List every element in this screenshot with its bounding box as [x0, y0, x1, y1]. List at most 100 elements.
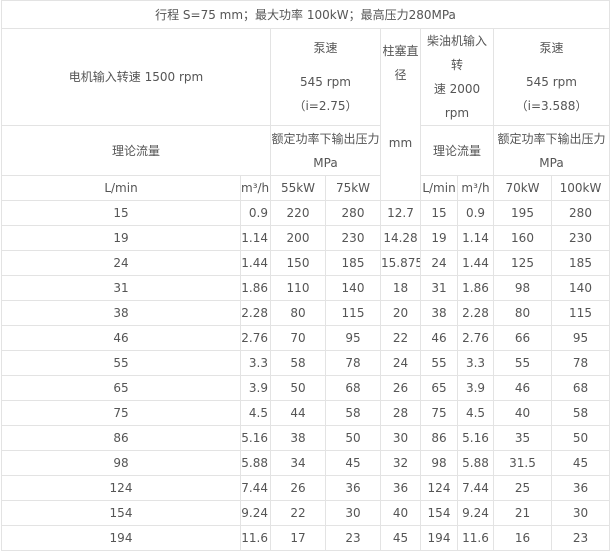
pump-speed-1-label: 泵速	[313, 41, 338, 55]
table-cell: 3.3	[240, 350, 271, 376]
table-cell: 35	[493, 425, 552, 451]
table-cell: 1.14	[457, 225, 494, 251]
table-cell: 58	[550, 400, 610, 426]
table-cell: 4.5	[457, 400, 494, 426]
table-cell: 154	[1, 500, 241, 526]
table-cell: 5.16	[240, 425, 271, 451]
table-cell: 26	[270, 475, 326, 501]
table-row: 38 2.28 80 115 20 38 2.28 80 115	[1, 300, 610, 326]
table-cell: 185	[325, 250, 381, 276]
table-cell: 125	[493, 250, 552, 276]
table-cell: 26	[380, 375, 421, 401]
plunger-diameter-label: 柱塞直径	[382, 44, 419, 82]
table-cell: 7.44	[240, 475, 271, 501]
table-row: 31 1.86 110 140 18 31 1.86 98 140	[1, 275, 610, 301]
table-cell: 44	[270, 400, 326, 426]
col-header: 75kW	[325, 175, 381, 201]
motor-input-speed: 电机输入转速 1500 rpm	[1, 28, 271, 126]
table-cell: 75	[1, 400, 241, 426]
rated-pressure-2-label: 额定功率下输出压力	[497, 131, 606, 146]
table-cell: 78	[550, 350, 610, 376]
pump-speed-2-value: 545 rpm（i=3.588）	[515, 75, 588, 113]
table-cell: 7.44	[457, 475, 494, 501]
rated-pressure-2: 额定功率下输出压力 MPa	[492, 125, 610, 176]
table-cell: 38	[270, 425, 326, 451]
table-cell: 23	[325, 525, 381, 551]
table-row: 19 1.14 200 230 14.28 19 1.14 160 230	[1, 225, 610, 251]
table-cell: 2.76	[457, 325, 494, 351]
table-cell: 46	[493, 375, 552, 401]
table-cell: 220	[270, 200, 326, 226]
table-cell: 230	[550, 225, 610, 251]
table-cell: 9.24	[457, 500, 494, 526]
table-cell: 194	[420, 525, 458, 551]
rated-pressure-2-unit: MPa	[539, 155, 564, 170]
table-cell: 80	[493, 300, 552, 326]
table-cell: 18	[380, 275, 421, 301]
table-cell: 15	[420, 200, 458, 226]
table-cell: 58	[325, 400, 381, 426]
table-cell: 1.44	[457, 250, 494, 276]
table-cell: 45	[550, 450, 610, 476]
table-row: 86 5.16 38 50 30 86 5.16 35 50	[1, 425, 610, 451]
table-cell: 98	[420, 450, 458, 476]
table-cell: 30	[380, 425, 421, 451]
table-cell: 110	[270, 275, 326, 301]
col-header: 55kW	[270, 175, 326, 201]
table-cell: 38	[420, 300, 458, 326]
table-cell: 28	[380, 400, 421, 426]
table-cell: 12.7	[380, 200, 421, 226]
table-cell: 5.16	[457, 425, 494, 451]
table-cell: 34	[270, 450, 326, 476]
column-header-row: L/min m³/h 55kW 75kW L/min m³/h 70kW 100…	[1, 175, 610, 201]
table-cell: 24	[380, 350, 421, 376]
table-cell: 46	[420, 325, 458, 351]
table-cell: 19	[420, 225, 458, 251]
col-header: m³/h	[240, 175, 271, 201]
table-cell: 11.6	[240, 525, 271, 551]
table-cell: 17	[270, 525, 326, 551]
table-cell: 15.875	[380, 250, 421, 276]
table-cell: 19	[1, 225, 241, 251]
table-cell: 24	[420, 250, 458, 276]
table-cell: 1.86	[240, 275, 271, 301]
table-cell: 3.9	[240, 375, 271, 401]
table-cell: 3.3	[457, 350, 494, 376]
table-cell: 55	[1, 350, 241, 376]
table-row: 24 1.44 150 185 15.875 24 1.44 125 185	[1, 250, 610, 276]
table-cell: 31.5	[493, 450, 552, 476]
plunger-diameter-header: 柱塞直径 mm	[380, 28, 421, 201]
table-cell: 31	[420, 275, 458, 301]
table-cell: 1.44	[240, 250, 271, 276]
table-cell: 150	[270, 250, 326, 276]
col-header: m³/h	[457, 175, 494, 201]
table-cell: 50	[550, 425, 610, 451]
table-cell: 0.9	[457, 200, 494, 226]
rated-pressure-1: 额定功率下输出压力 MPa	[270, 125, 381, 176]
table-cell: 160	[493, 225, 552, 251]
table-cell: 23	[550, 525, 610, 551]
table-cell: 140	[550, 275, 610, 301]
table-cell: 2.76	[240, 325, 271, 351]
table-cell: 40	[380, 500, 421, 526]
table-cell: 22	[380, 325, 421, 351]
plunger-diameter-unit: mm	[388, 136, 413, 150]
table-cell: 98	[1, 450, 241, 476]
table-cell: 195	[493, 200, 552, 226]
table-cell: 140	[325, 275, 381, 301]
col-header: 70kW	[493, 175, 552, 201]
table-cell: 2.28	[457, 300, 494, 326]
table-cell: 95	[550, 325, 610, 351]
table-cell: 78	[325, 350, 381, 376]
table-cell: 230	[325, 225, 381, 251]
table-cell: 55	[493, 350, 552, 376]
table-cell: 4.5	[240, 400, 271, 426]
table-cell: 1.86	[457, 275, 494, 301]
table-row: 55 3.3 58 78 24 55 3.3 55 78	[1, 350, 610, 376]
table-cell: 16	[493, 525, 552, 551]
table-cell: 46	[1, 325, 241, 351]
diesel-input-speed: 柴油机输入转 速 2000 rpm	[420, 28, 494, 126]
rated-pressure-1-unit: MPa	[313, 155, 338, 170]
pump-speed-1: 泵速 545 rpm（i=2.75）	[270, 28, 381, 126]
pump-speed-1-value: 545 rpm（i=2.75）	[293, 75, 358, 113]
